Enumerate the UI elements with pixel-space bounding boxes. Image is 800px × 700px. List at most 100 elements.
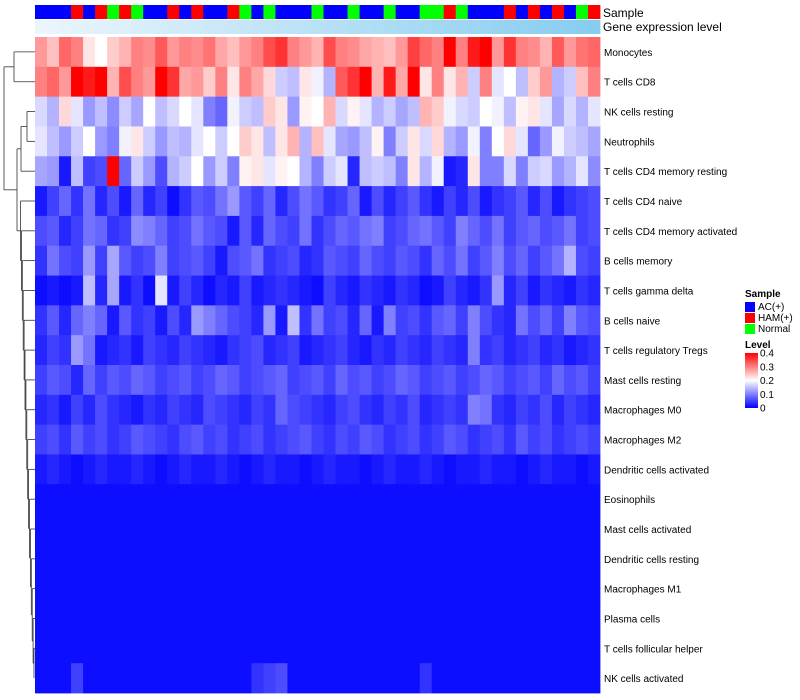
- row-label: Macrophages M1: [604, 585, 682, 596]
- heatmap-cell: [371, 126, 385, 157]
- heatmap-cell: [443, 484, 457, 515]
- heatmap-cell: [311, 424, 324, 455]
- heatmap-cell: [359, 37, 372, 68]
- heatmap-cell: [83, 245, 96, 276]
- heatmap-cell: [419, 454, 433, 485]
- heatmap-cell: [383, 156, 397, 187]
- heatmap-cell: [167, 245, 180, 276]
- gene-annotation-cell: [407, 20, 421, 34]
- heatmap-cell: [419, 543, 433, 575]
- heatmap-cell: [551, 663, 565, 694]
- heatmap-cell: [515, 126, 529, 157]
- heatmap-cell: [335, 573, 348, 604]
- heatmap-cell: [155, 633, 168, 664]
- sample-annotation-cell: [299, 5, 312, 19]
- heatmap-cell: [47, 603, 60, 634]
- heatmap-cell: [383, 454, 397, 485]
- heatmap-cell: [179, 215, 192, 247]
- heatmap-cell: [107, 424, 120, 455]
- heatmap-cell: [311, 663, 324, 694]
- heatmap-cell: [527, 96, 541, 127]
- heatmap-cell: [227, 484, 240, 515]
- heatmap-cell: [155, 66, 168, 98]
- heatmap-cell: [107, 245, 120, 276]
- heatmap-cell: [335, 245, 348, 276]
- heatmap-cell: [359, 543, 372, 575]
- heatmap-cell: [299, 514, 312, 545]
- heatmap-cell: [491, 454, 505, 485]
- legend-label-normal: Normal: [758, 324, 790, 335]
- sample-annotation-cell: [143, 5, 156, 19]
- heatmap-cell: [455, 365, 469, 396]
- heatmap-cell: [167, 186, 180, 217]
- heatmap-cell: [239, 543, 252, 575]
- heatmap-cell: [503, 514, 517, 545]
- heatmap-cell: [371, 186, 385, 217]
- heatmap-cell: [299, 484, 312, 515]
- heatmap-cell: [239, 245, 252, 276]
- heatmap-cell: [191, 126, 204, 157]
- heatmap-cell: [407, 663, 421, 694]
- sample-annotation-cell: [563, 5, 577, 19]
- row-label: B cells naive: [604, 316, 661, 327]
- heatmap-cell: [563, 215, 577, 247]
- heatmap-cell: [311, 633, 324, 664]
- heatmap-cell: [443, 245, 457, 276]
- sample-annotation-cell: [191, 5, 204, 19]
- heatmap-cell: [527, 454, 541, 485]
- heatmap-cell: [179, 424, 192, 455]
- heatmap-cell: [431, 335, 445, 366]
- heatmap-cell: [443, 215, 457, 247]
- heatmap-cell: [515, 394, 529, 426]
- heatmap-cell: [359, 335, 372, 366]
- heatmap-cell: [479, 335, 493, 366]
- heatmap-cell: [119, 633, 132, 664]
- heatmap-cell: [215, 633, 228, 664]
- row-label: T cells regulatory Tregs: [604, 346, 708, 357]
- heatmap-cell: [419, 484, 433, 515]
- heatmap-cell: [371, 424, 385, 455]
- heatmap-cell: [191, 305, 204, 336]
- heatmap-cell: [587, 603, 601, 634]
- heatmap-cell: [527, 335, 541, 366]
- heatmap-cell: [203, 96, 216, 127]
- heatmap-cell: [395, 484, 409, 515]
- heatmap-cell: [419, 394, 433, 426]
- heatmap-cell: [35, 663, 48, 694]
- heatmap-cell: [47, 305, 60, 336]
- heatmap-cell: [455, 126, 469, 157]
- heatmap-cell: [539, 424, 553, 455]
- row-label: NK cells activated: [604, 674, 683, 685]
- heatmap-cell: [515, 186, 529, 217]
- heatmap-cell: [503, 663, 517, 694]
- sample-annotation-cell: [155, 5, 168, 19]
- heatmap-cell: [167, 394, 180, 426]
- heatmap-cell: [71, 245, 84, 276]
- heatmap-cell: [251, 37, 264, 68]
- heatmap-cell: [155, 424, 168, 455]
- heatmap-cell: [395, 424, 409, 455]
- heatmap-cell: [239, 186, 252, 217]
- heatmap-cell: [419, 633, 433, 664]
- heatmap-cell: [119, 156, 132, 187]
- row-label: B cells memory: [604, 257, 672, 268]
- heatmap-cell: [359, 156, 372, 187]
- heatmap-cell: [47, 215, 60, 247]
- heatmap-cell: [119, 663, 132, 694]
- heatmap-cell: [227, 573, 240, 604]
- heatmap-cell: [587, 186, 601, 217]
- heatmap-cell: [335, 663, 348, 694]
- heatmap-cell: [131, 186, 144, 217]
- heatmap-cell: [491, 156, 505, 187]
- gene-annotation-cell: [551, 20, 565, 34]
- heatmap-cell: [551, 186, 565, 217]
- heatmap-cell: [479, 484, 493, 515]
- heatmap-cell: [299, 186, 312, 217]
- heatmap-cell: [227, 66, 240, 98]
- heatmap-cell: [191, 66, 204, 98]
- heatmap-cell: [71, 543, 84, 575]
- gene-annotation-cell: [539, 20, 553, 34]
- heatmap-cell: [299, 37, 312, 68]
- heatmap-cell: [59, 245, 72, 276]
- heatmap-cell: [539, 633, 553, 664]
